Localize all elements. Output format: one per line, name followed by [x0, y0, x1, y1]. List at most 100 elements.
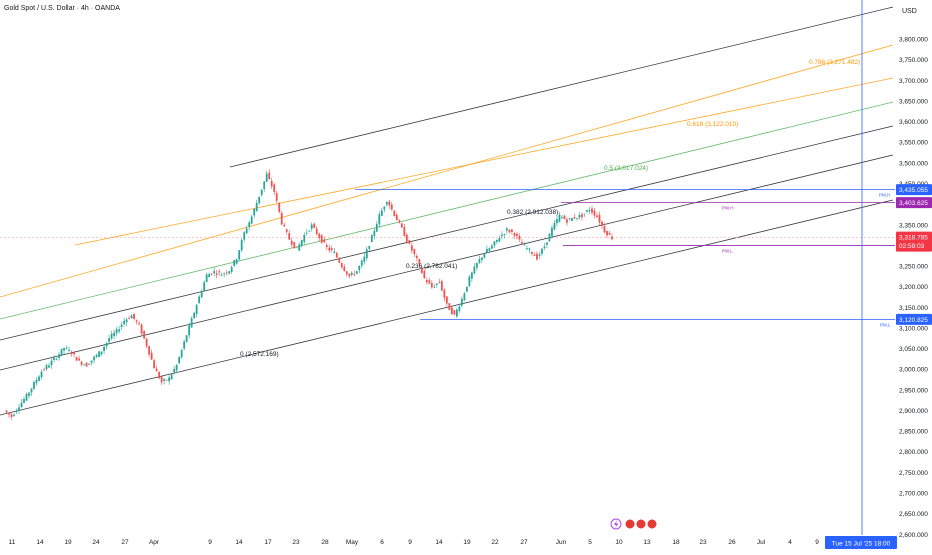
- candle-body: [503, 233, 506, 235]
- candle-body: [210, 273, 213, 275]
- price-tag-label: 3,403.625: [899, 200, 928, 207]
- y-tick-label: 2,700.000: [899, 491, 928, 498]
- candle-body: [175, 364, 178, 371]
- x-tick-label: 27: [121, 539, 129, 546]
- x-tick-label: 23: [292, 539, 300, 546]
- candle-body: [280, 212, 283, 225]
- level-tag: PW.L: [722, 248, 733, 253]
- candle-body: [443, 289, 446, 298]
- price-tag-label: 3,120.825: [899, 317, 928, 324]
- candle-body: [300, 239, 303, 246]
- candle-body: [23, 398, 25, 403]
- candle-body: [463, 293, 466, 301]
- candle-body: [385, 202, 388, 205]
- economic-event-icon: [624, 518, 636, 530]
- candle-body: [285, 229, 288, 232]
- candle-body: [193, 312, 196, 319]
- x-tick-label: 6: [380, 539, 384, 546]
- fib-label: 0.786 (3,271.482): [809, 59, 860, 66]
- candle-body: [105, 342, 108, 347]
- candle-body: [50, 360, 53, 366]
- candle-body: [345, 271, 348, 275]
- candle-body: [238, 250, 241, 260]
- candle-body: [506, 228, 508, 231]
- candle-body: [85, 362, 88, 367]
- candle-body: [330, 248, 333, 251]
- candle-body: [538, 254, 541, 256]
- candle-body: [20, 402, 23, 408]
- candle-body: [591, 208, 593, 213]
- candle-body: [578, 214, 581, 218]
- candle-body: [53, 357, 55, 361]
- event-icons[interactable]: [610, 518, 658, 530]
- x-tick-label: 17: [264, 539, 272, 546]
- candle-body: [593, 210, 596, 216]
- candle-body: [185, 335, 188, 342]
- candle-body: [295, 246, 298, 248]
- crosshair-date-text: Tue 15 Jul '25 18:00: [832, 541, 891, 548]
- candle-body: [548, 233, 551, 242]
- currency-label: USD: [902, 8, 917, 15]
- y-tick-label: 3,250.000: [899, 264, 928, 271]
- y-tick-label: 2,850.000: [899, 429, 928, 436]
- candle-body: [173, 368, 176, 373]
- candle-body: [30, 388, 33, 393]
- x-tick-label: 4: [788, 539, 792, 546]
- candle-body: [573, 217, 576, 219]
- candle-body: [43, 369, 45, 371]
- time-axis: 11 14 19 24 27 Apr 9 14 17 23 28 May 6 9 14 19 22 27 Jun 5 1…: [9, 539, 820, 546]
- last-price-label: 3,318.785: [899, 235, 928, 242]
- candle-body: [308, 230, 311, 232]
- candle-body: [601, 221, 603, 226]
- candle-body: [583, 213, 586, 215]
- candle-body: [473, 266, 476, 274]
- candle-body: [113, 332, 115, 336]
- x-tick-label: 9: [208, 539, 212, 546]
- candle-body: [195, 305, 198, 314]
- candle-body: [531, 252, 533, 254]
- candle-body: [363, 256, 366, 262]
- candle-body: [370, 235, 373, 243]
- y-tick-label: 3,350.000: [899, 222, 928, 229]
- fib-label: 0.5 (3,017.024): [604, 165, 648, 172]
- candle-body: [368, 246, 371, 249]
- candle-body: [343, 266, 346, 272]
- economic-event-icon: [635, 518, 647, 530]
- candle-body: [255, 202, 258, 212]
- crosshair-date-label: Tue 15 Jul '25 18:00: [825, 536, 897, 549]
- candle-body: [408, 240, 411, 244]
- candle-body: [120, 324, 123, 328]
- candle-body: [103, 347, 105, 351]
- y-tick-label: 3,600.000: [899, 119, 928, 126]
- y-tick-label: 3,100.000: [899, 325, 928, 332]
- candle-body: [333, 251, 336, 254]
- candle-body: [448, 303, 451, 311]
- candle-body: [48, 365, 50, 368]
- trend-line: [0, 125, 894, 341]
- candle-body: [118, 329, 120, 332]
- candle-body: [148, 345, 151, 355]
- candle-body: [410, 245, 413, 251]
- candle-body: [98, 351, 100, 358]
- y-tick-label: 3,500.000: [899, 160, 928, 167]
- x-tick-label: 22: [491, 539, 499, 546]
- candle-body: [108, 338, 110, 342]
- candle-body: [143, 330, 146, 339]
- candle-body: [526, 248, 528, 249]
- candle-body: [100, 351, 103, 355]
- candle-body: [603, 226, 606, 233]
- price-tag-bg: [896, 197, 932, 209]
- candle-body: [208, 274, 211, 278]
- x-tick-label: Jul: [757, 539, 766, 546]
- level-tag: PW.H: [722, 206, 734, 211]
- candle-body: [80, 361, 83, 365]
- x-tick-label: 5: [588, 539, 592, 546]
- price-axis-bg: [895, 0, 932, 550]
- x-tick-label: 23: [699, 539, 707, 546]
- candle-body: [200, 291, 203, 298]
- trend-line: [0, 154, 894, 371]
- candle-body: [135, 320, 138, 322]
- candle-body: [435, 283, 438, 285]
